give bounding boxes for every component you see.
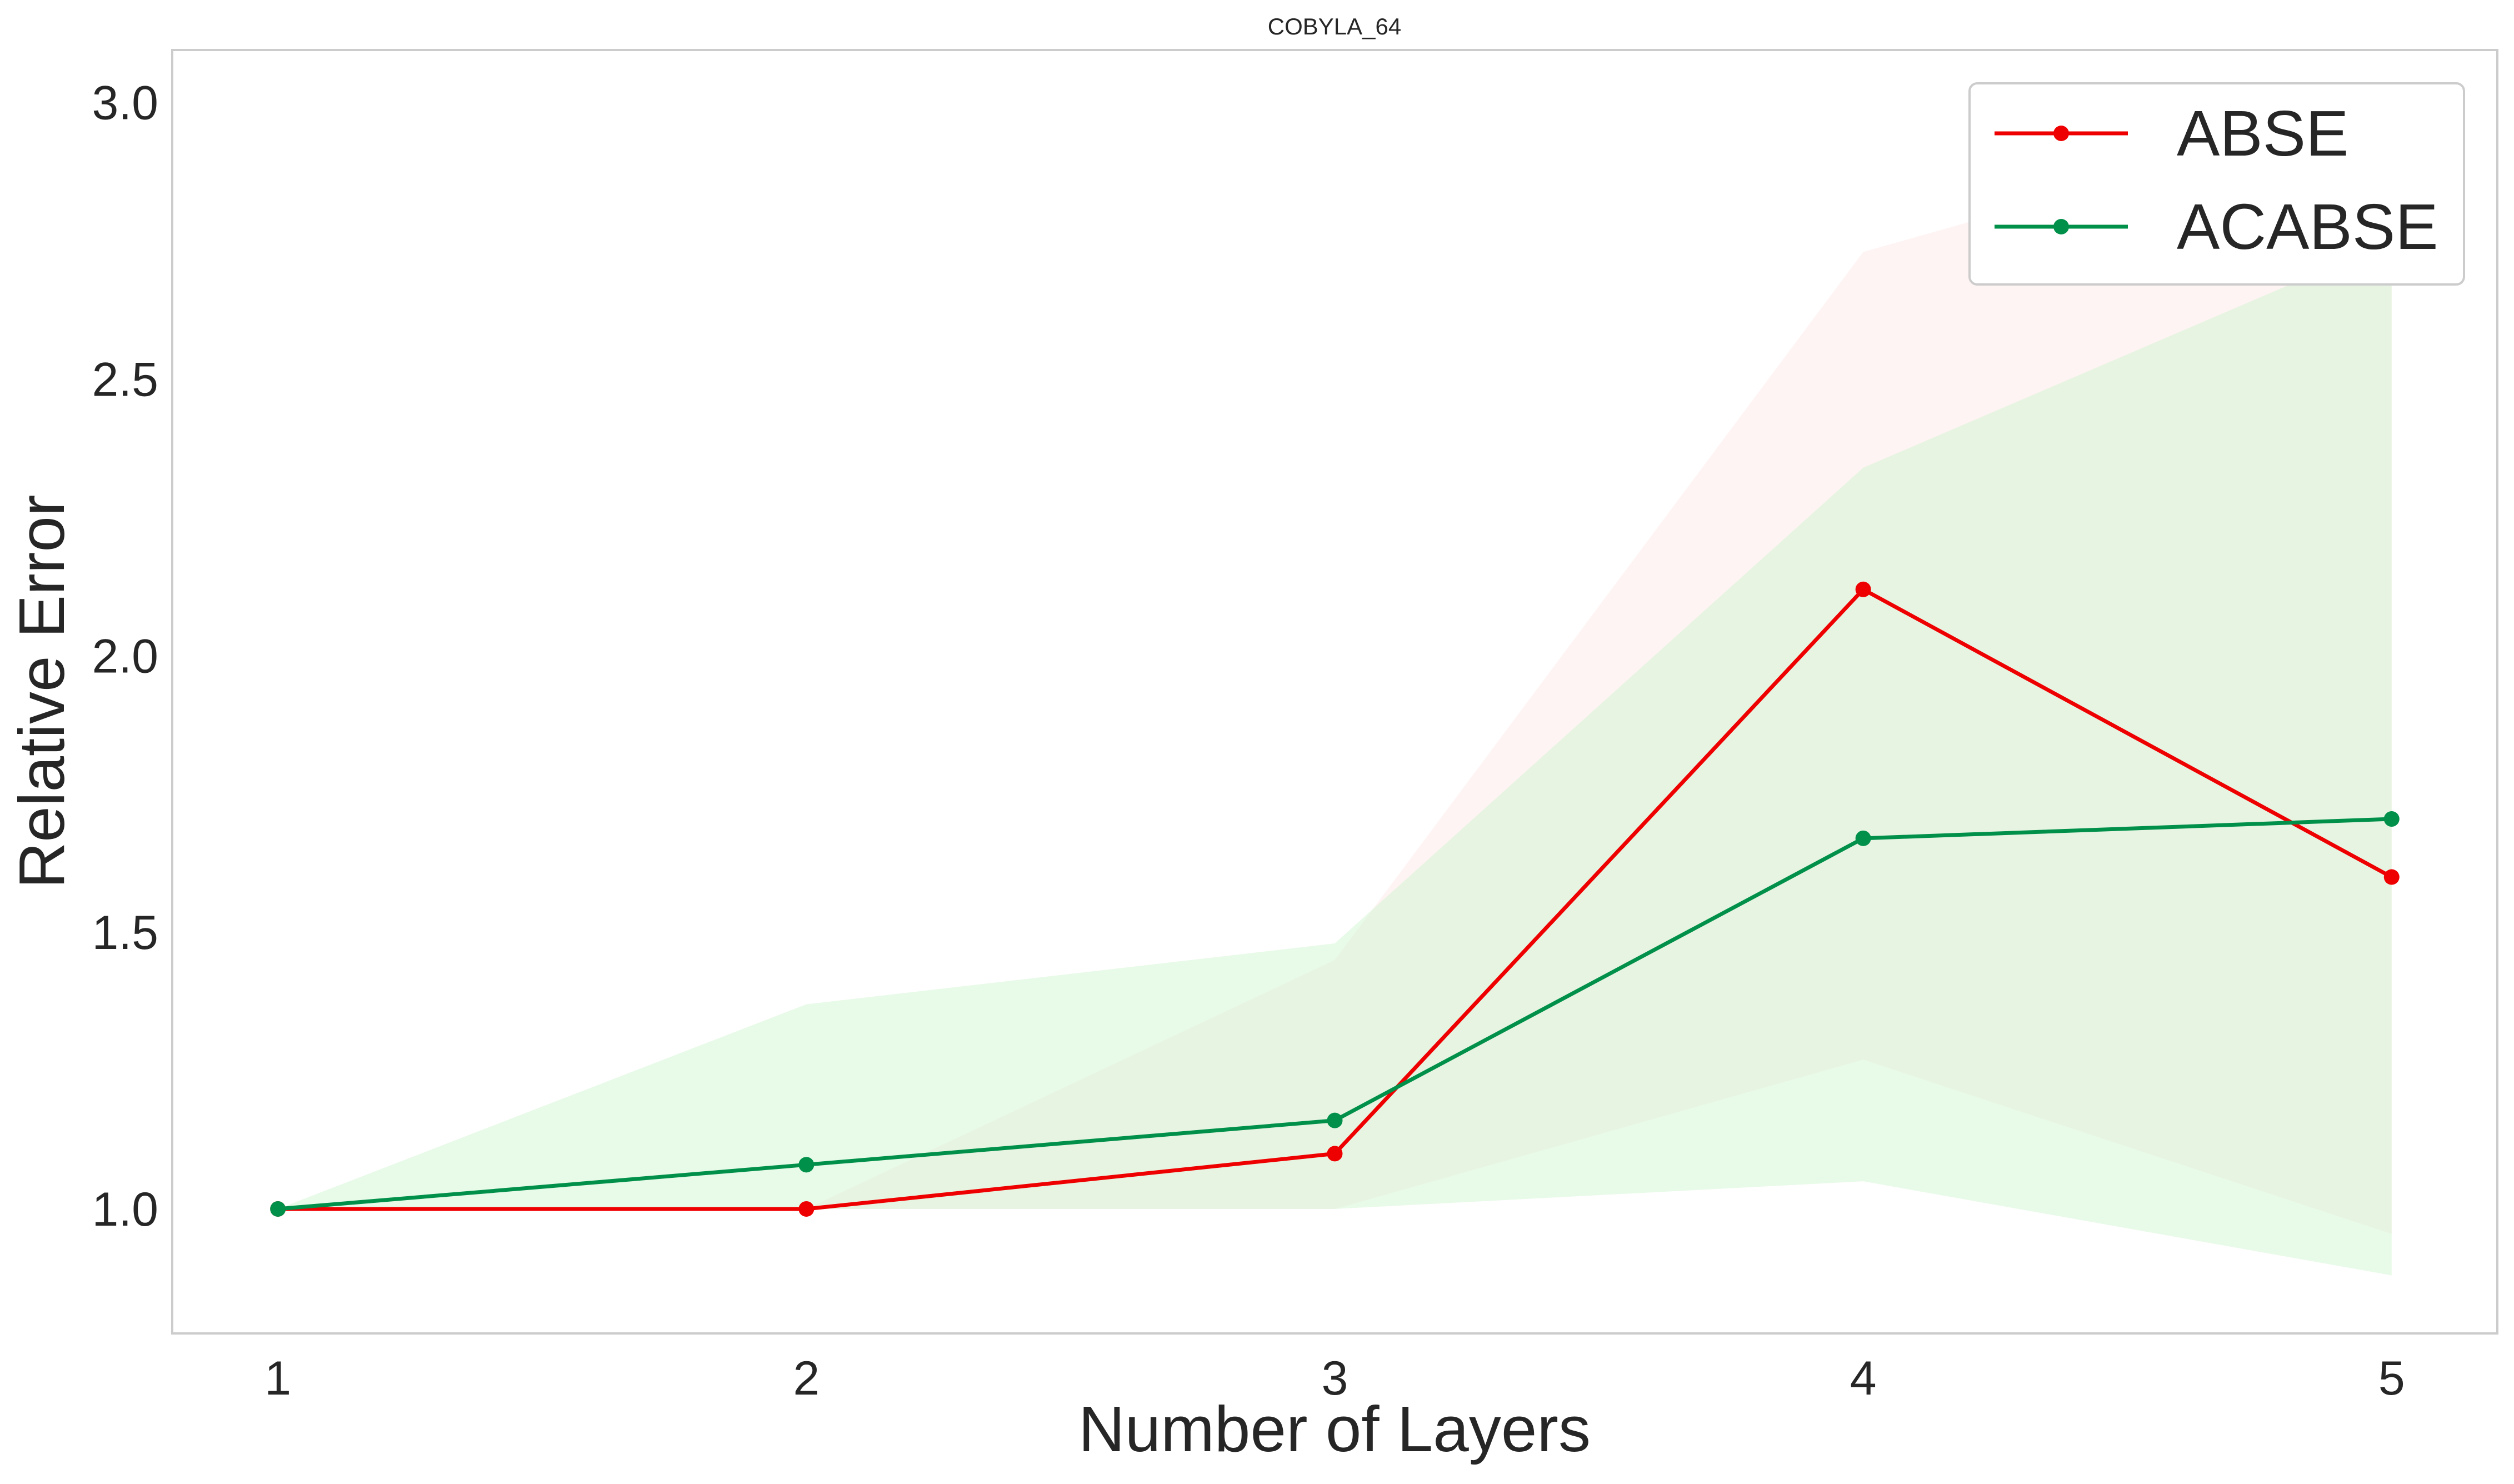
acabse-point	[798, 1157, 814, 1173]
confidence-bands	[278, 102, 2392, 1276]
abse-point	[2383, 869, 2400, 885]
y-tick-label: 2.5	[92, 353, 158, 406]
x-tick-label: 4	[1850, 1352, 1877, 1405]
abse-band	[278, 102, 2392, 1234]
abse-point	[1327, 1146, 1343, 1162]
acabse-point	[2383, 811, 2400, 827]
x-axis-title: Number of Layers	[1078, 1393, 1591, 1465]
legend: ABSE ACABSE	[1968, 82, 2465, 286]
y-tick-label: 3.0	[92, 77, 158, 130]
acabse-point	[1855, 830, 1871, 846]
acabse-band	[278, 241, 2392, 1276]
y-axis-title: Relative Error	[6, 494, 78, 888]
y-tick-label: 2.0	[92, 629, 158, 683]
x-axis-ticks: 1 2 3 4 5	[264, 1352, 2405, 1405]
abse-point	[798, 1201, 814, 1217]
x-tick-label: 2	[793, 1352, 819, 1405]
acabse-legend-marker	[2053, 219, 2069, 234]
chart-title: COBYLA_64	[1268, 13, 1401, 39]
y-tick-label: 1.0	[92, 1183, 158, 1236]
abse-point	[1855, 581, 1871, 597]
acabse-point	[270, 1201, 286, 1217]
x-tick-label: 1	[264, 1352, 291, 1405]
abse-legend-label: ABSE	[2177, 97, 2348, 169]
x-tick-label: 5	[2378, 1352, 2405, 1405]
acabse-legend-label: ACABSE	[2177, 191, 2438, 263]
series-points	[270, 581, 2400, 1217]
y-tick-label: 1.5	[92, 906, 158, 960]
x-tick-label: 3	[1322, 1352, 1348, 1405]
y-axis-ticks: 1.0 1.5 2.0 2.5 3.0	[92, 77, 158, 1236]
acabse-point	[1327, 1112, 1343, 1128]
abse-legend-marker	[2053, 126, 2069, 141]
